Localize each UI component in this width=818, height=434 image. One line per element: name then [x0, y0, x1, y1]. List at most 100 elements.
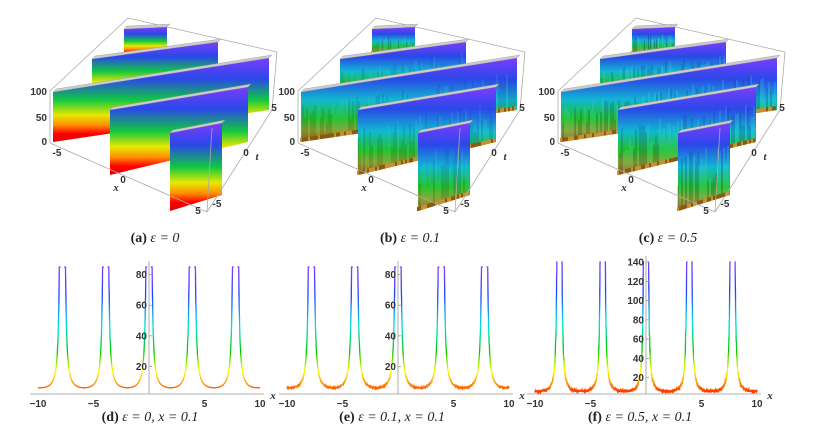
- floor-texture: [369, 168, 371, 173]
- floor-texture: [629, 168, 631, 173]
- floor-texture: [316, 135, 318, 140]
- floor-texture: [623, 169, 625, 174]
- floor-texture: [762, 108, 764, 113]
- floor-texture: [572, 136, 574, 141]
- z-tick-label: 100: [538, 87, 555, 98]
- floor-texture: [721, 193, 723, 198]
- floor-texture: [663, 160, 665, 164]
- floor-texture: [685, 204, 687, 209]
- x-tick-label: −10: [527, 399, 544, 410]
- x-tick-label: −5: [88, 399, 100, 410]
- caption-text: ε = 0, x = 0.1: [122, 410, 199, 425]
- floor-texture: [395, 161, 397, 166]
- surface-ridge: [170, 123, 222, 211]
- floor-texture: [691, 202, 693, 207]
- caption-label: (b): [379, 231, 398, 246]
- y-axis-label: t: [255, 151, 259, 163]
- floor-texture: [641, 165, 643, 170]
- floor-texture: [310, 136, 312, 141]
- floor-texture: [328, 133, 330, 138]
- y-tick-label: 80: [385, 270, 397, 281]
- floor-texture: [375, 166, 377, 171]
- caption-e: (e) ε = 0.1, x = 0.1: [339, 410, 445, 426]
- z-tick-label: 100: [278, 87, 295, 98]
- floor-texture: [669, 158, 671, 163]
- floor-texture: [409, 158, 411, 163]
- caption-text: ε = 0.5, x = 0.1: [605, 410, 693, 425]
- x-tick-label: -5: [53, 148, 62, 159]
- floor-texture: [504, 107, 506, 112]
- floor-texture: [453, 195, 455, 200]
- z-tick-label: 50: [284, 113, 296, 124]
- floor-texture: [437, 200, 439, 205]
- surface-ridge: [418, 123, 470, 211]
- floor-texture: [491, 138, 493, 143]
- x-tick-label: -5: [301, 148, 310, 159]
- box-edge: [519, 51, 526, 111]
- floor-texture: [733, 143, 735, 148]
- floor-texture: [602, 131, 604, 136]
- box-edge: [127, 17, 278, 53]
- caption-label: (c): [638, 231, 655, 246]
- floor-texture: [371, 167, 373, 172]
- floor-texture: [359, 170, 361, 175]
- floor-texture: [342, 131, 344, 136]
- y-tick-label: 20: [385, 362, 397, 373]
- floor-texture: [637, 166, 639, 171]
- floor-texture: [459, 194, 461, 199]
- floor-texture: [300, 138, 302, 142]
- ridge-top: [339, 38, 470, 60]
- caption-label: (f): [587, 410, 602, 425]
- box-edge: [49, 142, 208, 213]
- floor-texture: [770, 106, 772, 111]
- z-tick-label: 0: [41, 137, 47, 148]
- x-tick-label: 10: [254, 399, 266, 410]
- floor-texture: [483, 140, 485, 145]
- y-tick-label: 0: [751, 148, 757, 159]
- floor-texture: [340, 132, 342, 137]
- y-tick-label: 80: [136, 270, 148, 281]
- floor-texture: [586, 134, 588, 139]
- floor-texture: [348, 130, 350, 135]
- x-tick-label: 5: [195, 206, 201, 217]
- floor-texture: [304, 137, 306, 142]
- y-tick-label: 0: [491, 148, 497, 159]
- floor-texture: [749, 139, 751, 144]
- floor-texture: [498, 108, 500, 113]
- floor-texture: [314, 135, 316, 140]
- floor-texture: [471, 143, 473, 148]
- floor-texture: [379, 165, 381, 170]
- floor-texture: [743, 140, 745, 145]
- floor-texture: [407, 159, 409, 164]
- floor-texture: [356, 129, 358, 134]
- ridge-top: [91, 38, 222, 60]
- x-axis-label: x: [360, 182, 367, 194]
- y-tick-label: 40: [385, 331, 397, 342]
- floor-texture: [393, 162, 395, 167]
- floor-texture: [496, 108, 498, 113]
- floor-texture: [588, 133, 590, 138]
- floor-texture: [405, 159, 407, 164]
- floor-texture: [617, 171, 619, 175]
- floor-texture: [411, 158, 413, 163]
- y-tick-label: 20: [136, 362, 148, 373]
- floor-texture: [479, 141, 481, 146]
- floor-texture: [657, 161, 659, 166]
- line-plot-e: [279, 261, 513, 395]
- floor-texture: [334, 132, 336, 137]
- floor-texture: [352, 130, 354, 135]
- x-tick-label: 5: [202, 399, 208, 410]
- caption-text: ε = 0.5: [657, 231, 698, 246]
- floor-texture: [610, 130, 612, 135]
- floor-texture: [621, 170, 623, 175]
- floor-texture: [751, 138, 753, 143]
- floor-texture: [461, 193, 463, 198]
- floor-texture: [566, 137, 568, 142]
- floor-texture: [485, 140, 487, 145]
- floor-texture: [514, 106, 516, 111]
- floor-texture: [399, 160, 401, 165]
- box-edge: [454, 127, 461, 213]
- data-curve: [286, 266, 510, 391]
- x-tick-label: −5: [585, 399, 597, 410]
- floor-texture: [346, 131, 348, 136]
